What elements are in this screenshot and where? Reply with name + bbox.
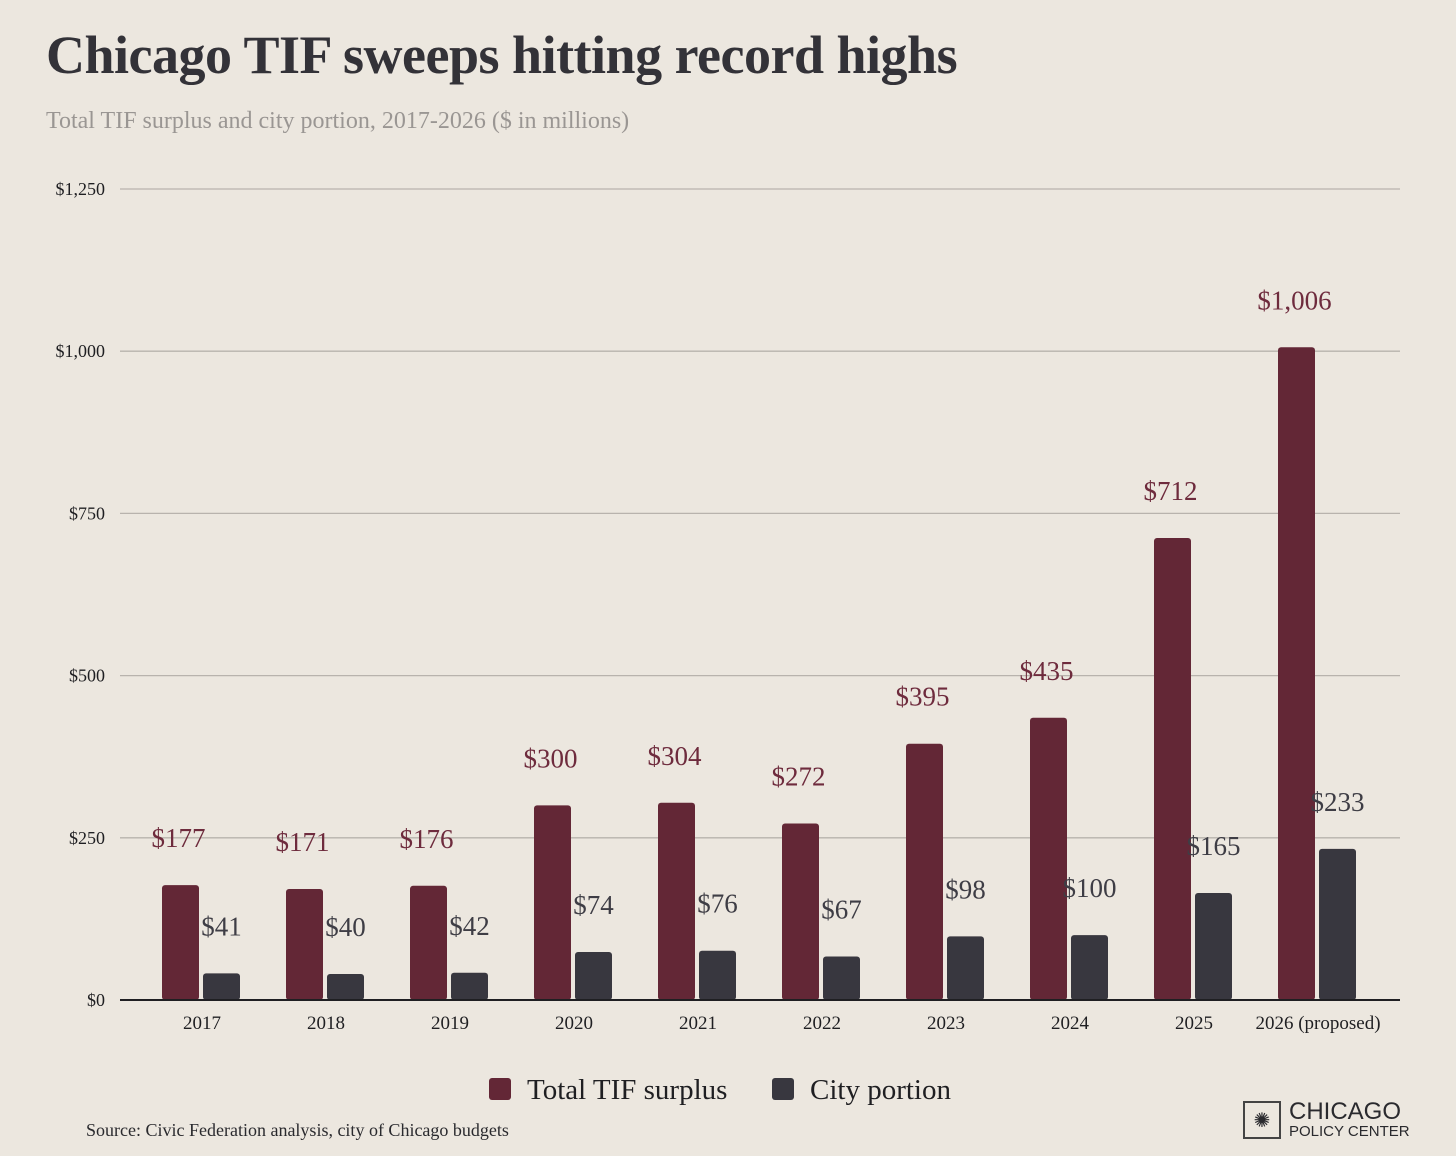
data-label-total: $395 [896, 682, 950, 712]
bar-total-tif-surplus [410, 885, 447, 1000]
legend-swatch [489, 1078, 511, 1100]
bar-total-tif-surplus [162, 885, 199, 1000]
chart-subtitle: Total TIF surplus and city portion, 2017… [46, 108, 630, 134]
phoenix-emblem-icon: ✺ [1243, 1101, 1281, 1139]
data-label-total: $177 [152, 823, 206, 853]
data-label-city: $42 [449, 911, 490, 941]
data-label-total: $1,006 [1257, 285, 1331, 315]
data-label-total: $176 [400, 824, 454, 854]
bar-city-portion [451, 972, 488, 1000]
data-label-city: $40 [325, 912, 366, 942]
bar-city-portion [699, 950, 736, 1000]
legend-label: Total TIF surplus [527, 1074, 727, 1106]
data-label-city: $98 [945, 874, 986, 904]
data-label-total: $171 [276, 827, 330, 857]
chart-title: Chicago TIF sweeps hitting record highs [46, 25, 958, 85]
x-tick-label: 2023 [927, 1013, 965, 1034]
x-tick-label: 2017 [183, 1013, 221, 1034]
bar-total-tif-surplus [1154, 538, 1191, 1000]
data-label-total: $300 [524, 743, 578, 773]
legend-swatch [772, 1078, 794, 1100]
data-label-total: $304 [648, 741, 703, 771]
x-tick-label: 2022 [803, 1013, 841, 1034]
bar-city-portion [823, 956, 860, 1000]
data-label-city: $67 [821, 895, 862, 925]
bar-city-portion [1319, 848, 1356, 1000]
x-tick-label: 2026 (proposed) [1255, 1013, 1380, 1034]
y-tick-label: $250 [69, 828, 105, 848]
bar-total-tif-surplus [1030, 717, 1067, 1000]
bar-total-tif-surplus [1278, 347, 1315, 1000]
y-tick-label: $1,250 [56, 179, 106, 199]
x-tick-label: 2019 [431, 1013, 469, 1034]
y-tick-label: $500 [69, 666, 105, 686]
logo-line1: CHICAGO [1289, 1098, 1402, 1125]
bar-city-portion [1195, 892, 1232, 1000]
data-label-city: $100 [1063, 873, 1117, 903]
y-tick-label: $0 [87, 990, 105, 1010]
source-note: Source: Civic Federation analysis, city … [86, 1120, 509, 1140]
chicago-policy-center-logo: ✺ CHICAGO POLICY CENTER [1243, 1100, 1410, 1140]
bar-total-tif-surplus [286, 889, 323, 1000]
bar-city-portion [203, 973, 240, 1000]
y-tick-label: $1,000 [56, 341, 106, 361]
bar-city-portion [947, 936, 984, 1000]
x-tick-label: 2021 [679, 1013, 717, 1034]
data-label-total: $435 [1020, 656, 1074, 686]
bar-total-tif-surplus [534, 805, 571, 1000]
x-tick-label: 2025 [1175, 1013, 1213, 1034]
x-tick-label: 2024 [1051, 1013, 1090, 1034]
x-tick-label: 2020 [555, 1013, 593, 1034]
legend-label: City portion [810, 1074, 951, 1106]
bar-city-portion [327, 974, 364, 1000]
bar-city-portion [575, 951, 612, 1000]
bar-total-tif-surplus [782, 823, 819, 1000]
data-label-city: $76 [697, 889, 738, 919]
data-label-city: $165 [1187, 831, 1241, 861]
data-label-total: $712 [1144, 476, 1198, 506]
data-label-city: $74 [573, 890, 614, 920]
bar-total-tif-surplus [658, 802, 695, 1000]
data-label-city: $233 [1311, 787, 1365, 817]
logo-line2: POLICY CENTER [1289, 1123, 1410, 1140]
data-label-total: $272 [772, 762, 826, 792]
bar-total-tif-surplus [906, 743, 943, 1000]
x-tick-label: 2018 [307, 1013, 345, 1034]
bar-city-portion [1071, 935, 1108, 1000]
data-label-city: $41 [201, 911, 242, 941]
y-tick-label: $750 [69, 503, 105, 523]
